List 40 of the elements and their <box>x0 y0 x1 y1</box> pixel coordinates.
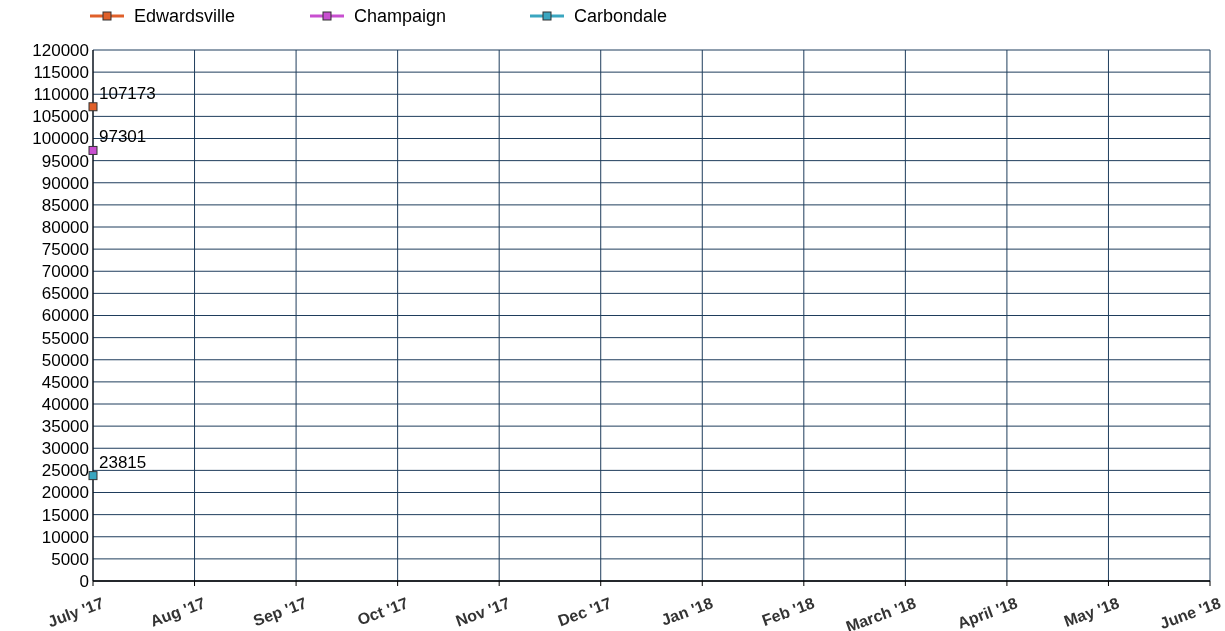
y-tick-label: 45000 <box>41 372 89 392</box>
legend-label: Champaign <box>354 6 447 27</box>
y-tick-label: 20000 <box>41 483 89 503</box>
y-tick-label: 5000 <box>51 549 89 569</box>
y-tick-label: 50000 <box>41 350 89 370</box>
data-label: 23815 <box>99 452 147 472</box>
y-tick-label: 120000 <box>32 40 89 60</box>
x-tick-label: July '17 <box>45 594 106 631</box>
y-tick-label: 65000 <box>41 284 89 304</box>
y-tick-label: 40000 <box>41 394 89 414</box>
y-tick-label: 30000 <box>41 439 89 459</box>
y-tick-label: 105000 <box>32 107 89 127</box>
y-tick-label: 90000 <box>41 173 89 193</box>
x-tick-label: May '18 <box>1061 594 1122 630</box>
x-tick-label: Feb '18 <box>759 594 817 629</box>
x-tick-label: Dec '17 <box>555 594 614 630</box>
x-tick-label: Sep '17 <box>251 594 310 630</box>
y-tick-label: 15000 <box>41 505 89 525</box>
y-tick-label: 10000 <box>41 527 89 547</box>
x-tick-label: April '18 <box>955 594 1020 631</box>
y-tick-label: 25000 <box>41 461 89 481</box>
y-tick-label: 85000 <box>41 195 89 215</box>
x-tick-label: Nov '17 <box>453 594 513 630</box>
x-tick-label: Aug '17 <box>147 594 208 630</box>
x-tick-label: Oct '17 <box>355 594 411 629</box>
y-tick-label: 110000 <box>33 85 89 105</box>
y-tick-label: 55000 <box>41 328 89 348</box>
y-tick-label: 95000 <box>41 151 89 171</box>
legend-label: Carbondale <box>574 6 668 27</box>
y-tick-label: 60000 <box>41 306 89 326</box>
x-tick-label: Jan '18 <box>658 594 716 629</box>
x-tick-label: June '18 <box>1157 594 1223 631</box>
y-tick-label: 35000 <box>41 417 89 437</box>
y-tick-label: 70000 <box>41 262 89 282</box>
legend-label: Edwardsville <box>134 6 236 27</box>
y-tick-label: 100000 <box>32 129 89 149</box>
y-tick-label: 115000 <box>33 63 89 83</box>
y-tick-label: 80000 <box>41 217 89 237</box>
y-tick-label: 75000 <box>41 240 89 260</box>
y-tick-label: 0 <box>79 571 89 591</box>
